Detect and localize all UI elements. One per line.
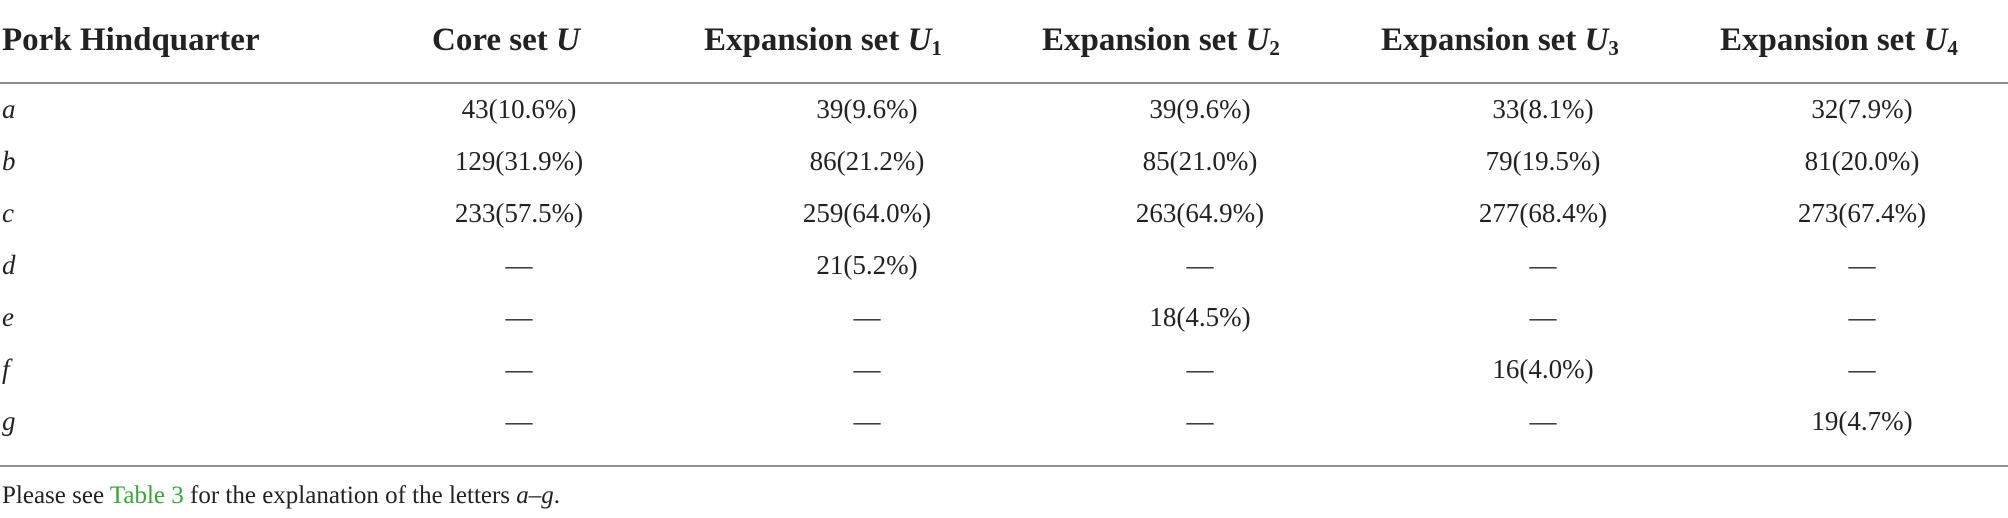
header-col-sub: 1: [931, 36, 942, 60]
row-label: e: [2, 302, 14, 332]
table-header: Pork Hindquarter Core set U Expansion se…: [0, 0, 2008, 83]
table-cell: 273(67.4%): [1797, 198, 1927, 228]
table-cell: 79(19.5%): [1485, 146, 1601, 176]
header-core-set-u: Core set U: [432, 18, 580, 62]
header-row-label: Pork Hindquarter: [2, 22, 260, 58]
table-cell: 32(7.9%): [1811, 94, 1913, 124]
header-col-var: U: [1245, 22, 1270, 58]
row-label: a: [2, 94, 16, 124]
table-cell: —: [505, 250, 533, 280]
header-col-prefix: Expansion set: [704, 22, 900, 58]
header-col-prefix: Expansion set: [1042, 22, 1238, 58]
header-divider: [0, 82, 2008, 84]
table-row: g — — — — 19(4.7%): [0, 395, 2008, 447]
table-row: e — — 18(4.5%) — —: [0, 291, 2008, 343]
header-col-var: U: [1584, 22, 1609, 58]
table-cell: 16(4.0%): [1492, 354, 1594, 384]
header-col-sub: 3: [1608, 36, 1619, 60]
row-label: d: [2, 250, 16, 280]
table-cell: 263(64.9%): [1135, 198, 1265, 228]
table-cell: —: [1186, 406, 1214, 436]
row-label: g: [2, 406, 16, 436]
table-cell: —: [1848, 354, 1876, 384]
header-col-sub: 4: [1947, 36, 1958, 60]
table-row: d — 21(5.2%) — — —: [0, 239, 2008, 291]
header-col-var: U: [556, 22, 580, 58]
header-expansion-set-u2: Expansion set U2: [1042, 18, 1280, 62]
table-cell: —: [1529, 302, 1557, 332]
table-cell: 259(64.0%): [802, 198, 932, 228]
footnote-text-before: Please see: [2, 482, 110, 509]
table-row: c 233(57.5%) 259(64.0%) 263(64.9%) 277(68.4%…: [0, 187, 2008, 239]
table-cell: 129(31.9%): [454, 146, 584, 176]
header-col-var: U: [1923, 22, 1948, 58]
header-expansion-set-u1: Expansion set U1: [704, 18, 942, 62]
table-cell: 43(10.6%): [461, 94, 577, 124]
table-cell: —: [1848, 250, 1876, 280]
table-cell: 33(8.1%): [1492, 94, 1594, 124]
table-cell: 277(68.4%): [1478, 198, 1608, 228]
table-cell: —: [505, 302, 533, 332]
table-cell: —: [853, 406, 881, 436]
table-cell: 19(4.7%): [1811, 406, 1913, 436]
header-col-prefix: Expansion set: [1381, 22, 1577, 58]
table-row: f — — — 16(4.0%) —: [0, 343, 2008, 395]
table-row: b 129(31.9%) 86(21.2%) 85(21.0%) 79(19.5%) 81…: [0, 135, 2008, 187]
table-cell: —: [1848, 302, 1876, 332]
header-col-var: U: [907, 22, 932, 58]
header-col-prefix: Core set: [432, 22, 548, 58]
table-cell: 39(9.6%): [1149, 94, 1251, 124]
table-cell: 39(9.6%): [816, 94, 918, 124]
table-cell: 86(21.2%): [809, 146, 925, 176]
header-col-sub: 2: [1269, 36, 1280, 60]
table-cell: —: [1529, 250, 1557, 280]
table-cell: 233(57.5%): [454, 198, 584, 228]
header-expansion-set-u3: Expansion set U3: [1381, 18, 1619, 62]
table-cell: —: [1529, 406, 1557, 436]
table-cell: —: [853, 302, 881, 332]
footnote-text-after: .: [553, 482, 561, 509]
table-cell: —: [1186, 250, 1214, 280]
table-cell: 81(20.0%): [1804, 146, 1920, 176]
table-cell: —: [1186, 354, 1214, 384]
table-bottom-divider: [0, 465, 2008, 467]
table-cell: —: [505, 354, 533, 384]
footnote-text-middle: for the explanation of the letters: [183, 482, 517, 509]
row-label: c: [2, 198, 14, 228]
table-3-link[interactable]: Table 3: [109, 482, 184, 509]
table-cell: —: [505, 406, 533, 436]
table-cell: 18(4.5%): [1149, 302, 1251, 332]
table-cell: 85(21.0%): [1142, 146, 1258, 176]
row-label: f: [2, 354, 10, 384]
row-label: b: [2, 146, 16, 176]
table-footnote: Please see Table 3 for the explanation o…: [2, 478, 560, 518]
table-row: a 43(10.6%) 39(9.6%) 39(9.6%) 33(8.1%) 32(7.9…: [0, 83, 2008, 135]
table-cell: —: [853, 354, 881, 384]
table-cell: 21(5.2%): [816, 250, 918, 280]
header-col-prefix: Expansion set: [1720, 22, 1916, 58]
header-expansion-set-u4: Expansion set U4: [1720, 18, 1958, 62]
footnote-letter-range: a–g: [516, 482, 554, 509]
